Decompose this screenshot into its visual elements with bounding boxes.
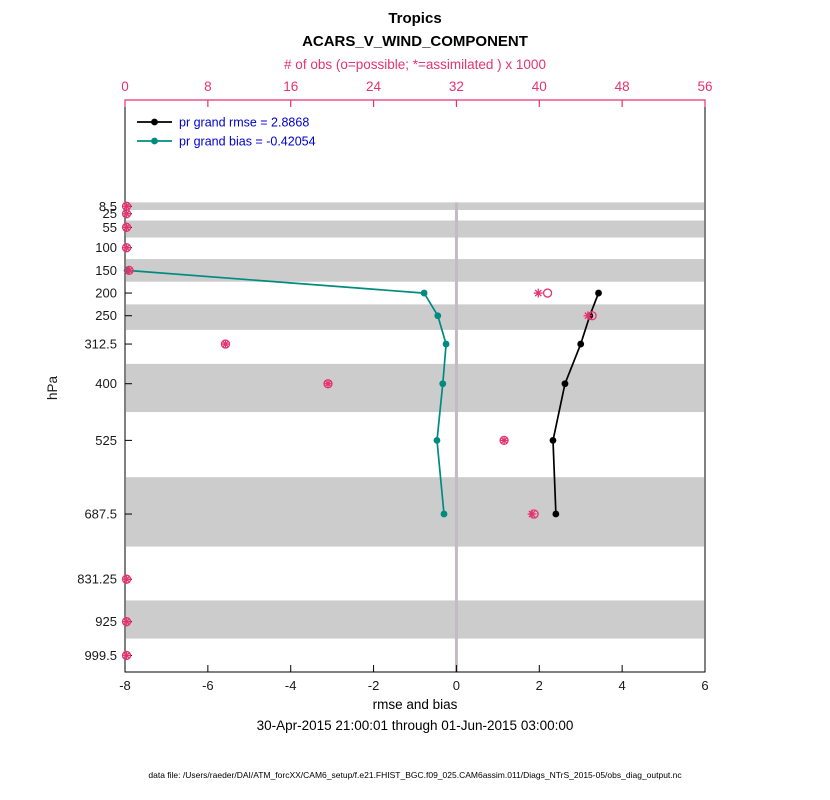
series-marker-pr-grand-rmse (552, 510, 560, 518)
y-axis-label: hPa (45, 376, 60, 401)
top-tick-label: 16 (283, 79, 298, 94)
x-tick-label: 4 (619, 678, 626, 693)
series-marker-pr-grand-rmse (549, 436, 557, 444)
obs-possible-marker (542, 288, 553, 298)
obs-assimilated-marker (124, 265, 134, 275)
top-axis-label: # of obs (o=possible; *=assimilated ) x … (284, 57, 546, 72)
series-marker-pr-grand-bias (420, 289, 428, 297)
x-tick-label: -8 (119, 678, 131, 693)
top-tick-label: 32 (449, 79, 464, 94)
y-tick-label: 831.25 (77, 572, 117, 587)
x-tick-label: -4 (285, 678, 297, 693)
top-tick-label: 40 (532, 79, 547, 94)
obs-assimilated-marker (533, 288, 543, 298)
x-tick-label: 0 (453, 678, 460, 693)
series-marker-pr-grand-bias (440, 510, 448, 518)
x-axis-label: rmse and bias (372, 697, 458, 712)
shaded-band (126, 363, 704, 413)
top-tick-label: 8 (204, 79, 212, 94)
y-tick-label: 55 (103, 220, 117, 235)
data-file-caption: data file: /Users/raeder/DAI/ATM_forcXX/… (148, 770, 682, 780)
obs-assimilated-marker (221, 339, 230, 349)
top-tick-label: 24 (366, 79, 382, 94)
obs-assimilated-marker (499, 435, 509, 445)
x-tick-label: 6 (701, 678, 708, 693)
date-range: 30-Apr-2015 21:00:01 through 01-Jun-2015… (256, 718, 574, 733)
plot-variable-title: ACARS_V_WIND_COMPONENT (302, 33, 528, 50)
y-tick-label: 312.5 (84, 337, 117, 352)
legend-rmse-label: pr grand rmse = 2.8868 (179, 116, 309, 130)
series-marker-pr-grand-bias (442, 340, 450, 348)
y-tick-label: 8.5 (99, 199, 117, 214)
y-tick-label: 925 (95, 614, 117, 629)
y-tick-label: 250 (95, 308, 117, 323)
top-tick-label: 56 (697, 79, 712, 94)
shaded-band (126, 220, 704, 238)
series-marker-pr-grand-rmse (595, 289, 602, 297)
obs-assimilated-marker (323, 379, 333, 389)
series-marker-pr-grand-bias (439, 380, 447, 388)
legend-bias-label: pr grand bias = -0.42054 (179, 135, 316, 149)
shaded-band (126, 477, 704, 547)
y-tick-label: 525 (95, 433, 117, 448)
y-tick-label: 687.5 (84, 507, 117, 522)
obs-assimilated-marker (122, 243, 131, 253)
x-tick-label: -2 (368, 678, 380, 693)
y-tick-label: 150 (95, 263, 117, 278)
obs-assimilated-marker (122, 222, 131, 232)
obs-assimilated-marker (583, 311, 593, 321)
obs-assimilated-marker (122, 617, 131, 627)
x-tick-label: -6 (202, 678, 214, 693)
shaded-band (126, 600, 704, 639)
y-tick-label: 999.5 (84, 648, 117, 663)
shaded-band (126, 202, 704, 210)
obs-assimilated-marker (527, 509, 537, 519)
series-marker-pr-grand-bias (434, 312, 442, 320)
obs-assimilated-marker (122, 209, 131, 219)
plot-region-title: Tropics (388, 10, 442, 27)
legend-rmse-marker (151, 118, 158, 126)
series-marker-pr-grand-rmse (577, 340, 585, 348)
y-tick-label: 25 (103, 206, 117, 221)
series-marker-pr-grand-rmse (561, 380, 569, 388)
y-tick-label: 100 (95, 240, 117, 255)
legend-bias-marker (151, 137, 158, 145)
y-tick-label: 200 (95, 286, 117, 301)
obs-assimilated-marker (122, 574, 131, 584)
y-tick-label: 400 (95, 376, 117, 391)
top-tick-label: 48 (615, 79, 630, 94)
shaded-band (126, 304, 704, 330)
top-tick-label: 0 (121, 79, 129, 94)
obs-assimilated-marker (122, 201, 131, 211)
series-marker-pr-grand-bias (433, 436, 441, 444)
shaded-band (126, 259, 704, 282)
x-tick-label: 2 (536, 678, 543, 693)
obs-assimilated-marker (122, 651, 131, 660)
